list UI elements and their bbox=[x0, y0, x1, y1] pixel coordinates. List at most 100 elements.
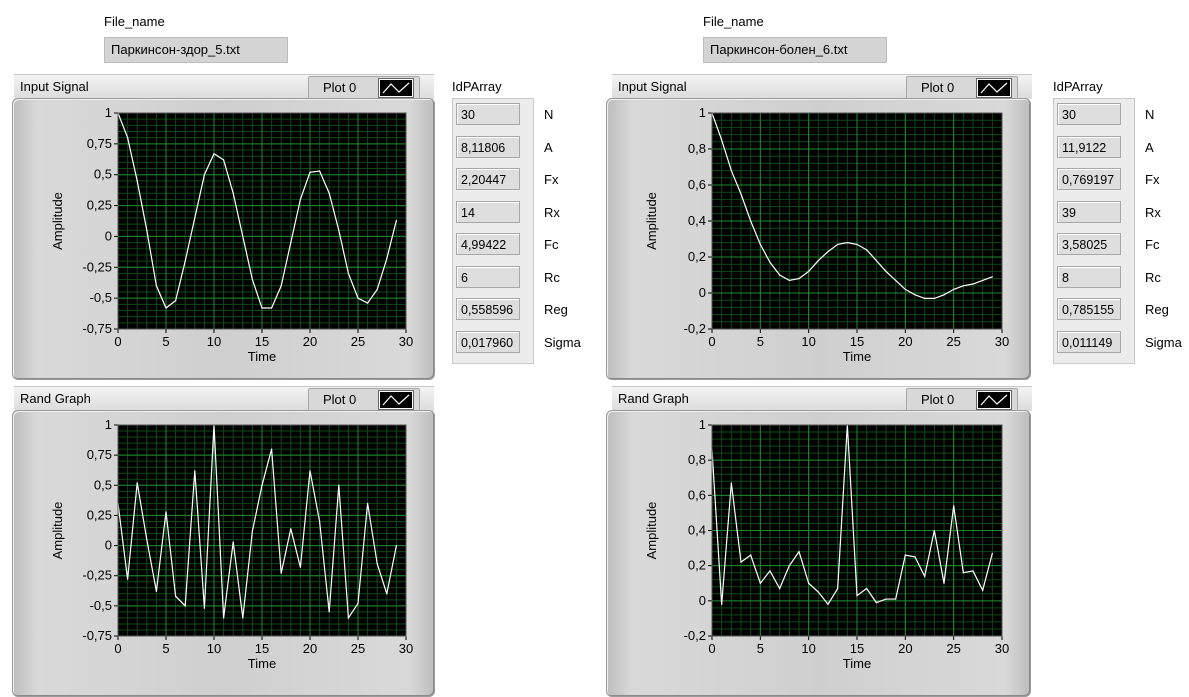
data-point bbox=[223, 159, 225, 161]
data-point bbox=[750, 554, 752, 556]
data-point bbox=[885, 598, 887, 600]
data-point bbox=[309, 171, 311, 173]
series-line bbox=[117, 112, 397, 309]
idparray-value-rx[interactable]: 39 bbox=[1057, 200, 1121, 223]
x-tick-label: 15 bbox=[255, 641, 269, 656]
idparray-value-reg[interactable]: 0,558596 bbox=[456, 298, 520, 320]
plot-legend[interactable]: Plot 0 bbox=[906, 388, 1018, 412]
line-style-icon bbox=[378, 390, 414, 410]
idparray-label-n: N bbox=[544, 107, 554, 122]
data-point bbox=[146, 538, 148, 541]
idparray-value-fc[interactable]: 3,58025 bbox=[1057, 233, 1121, 255]
data-point bbox=[338, 484, 340, 486]
idparray-label-fx: Fx bbox=[544, 172, 559, 187]
y-tick-label: 0,6 bbox=[688, 177, 706, 192]
y-tick-label: 0 bbox=[105, 228, 112, 243]
x-tick-label: 30 bbox=[399, 641, 413, 656]
data-point bbox=[175, 595, 177, 597]
data-point bbox=[866, 249, 868, 251]
idparray-label-rx: Rx bbox=[544, 204, 560, 220]
idparray-title: IdPArray bbox=[452, 79, 502, 94]
data-point bbox=[194, 470, 196, 472]
data-point bbox=[856, 243, 858, 245]
data-point bbox=[759, 582, 761, 584]
data-point bbox=[376, 288, 378, 291]
idparray-value-fx[interactable]: 0,769197 bbox=[1057, 168, 1121, 190]
data-point bbox=[146, 229, 148, 231]
idparray-value-fx[interactable]: 2,20447 bbox=[456, 168, 520, 190]
data-point bbox=[972, 570, 974, 572]
data-point bbox=[357, 297, 359, 299]
rand-graph: 0 5 10 15 20 25 30 1 0,75 0,5 0,25 0 -0,25 -0,5 -0,75 T… bbox=[12, 410, 435, 697]
data-point bbox=[837, 243, 839, 245]
data-point bbox=[914, 556, 916, 558]
data-point bbox=[280, 572, 282, 574]
data-point bbox=[213, 153, 215, 155]
data-point bbox=[290, 242, 292, 244]
data-point bbox=[885, 270, 887, 272]
idparray-value-sigma[interactable]: 0,017960 bbox=[456, 330, 520, 353]
idparray-value-a[interactable]: 11,9122 bbox=[1057, 135, 1121, 158]
idparray-label-reg: Reg bbox=[544, 302, 568, 317]
data-point bbox=[395, 219, 397, 221]
file-name-field[interactable]: Паркинсон-здор_5.txt bbox=[104, 37, 288, 63]
file-name-field[interactable]: Паркинсон-болен_6.txt bbox=[703, 37, 887, 63]
plot-legend[interactable]: Plot 0 bbox=[308, 76, 420, 100]
data-point bbox=[328, 611, 330, 613]
data-point bbox=[769, 570, 771, 572]
data-point bbox=[991, 276, 993, 278]
idparray-value-fc[interactable]: 4,99422 bbox=[456, 233, 520, 255]
rand-graph-header: Rand Graph Plot 0 bbox=[14, 386, 434, 412]
data-point bbox=[261, 484, 263, 486]
data-point bbox=[165, 511, 167, 513]
data-point bbox=[972, 283, 974, 285]
idparray-value-rc[interactable]: 8 bbox=[1057, 265, 1121, 288]
idparray-value-n[interactable]: 30 bbox=[1057, 103, 1121, 125]
data-point bbox=[943, 294, 945, 296]
y-tick-label: -0,25 bbox=[82, 568, 112, 583]
data-point bbox=[299, 198, 301, 200]
y-tick-label: -0,2 bbox=[684, 321, 706, 336]
idparray-value-rx[interactable]: 14 bbox=[456, 200, 520, 223]
y-tick-label: 0 bbox=[699, 285, 706, 300]
data-point bbox=[338, 229, 340, 231]
y-tick-label: -0,75 bbox=[82, 321, 112, 336]
data-point bbox=[232, 192, 234, 194]
data-point bbox=[328, 192, 330, 194]
plot-frame bbox=[117, 424, 407, 637]
idparray-value-sigma[interactable]: 0,011149 bbox=[1057, 330, 1121, 353]
x-axis-label: Time bbox=[843, 349, 871, 364]
plot-legend[interactable]: Plot 0 bbox=[906, 76, 1018, 100]
x-tick-label: 5 bbox=[162, 334, 169, 349]
idparray-label-rc: Rc bbox=[1145, 269, 1161, 285]
idparray-value-n[interactable]: 30 bbox=[456, 103, 520, 125]
data-point bbox=[261, 307, 263, 309]
x-tick-label: 15 bbox=[255, 334, 269, 349]
idparray-value-a[interactable]: 8,11806 bbox=[456, 135, 520, 158]
data-point bbox=[347, 272, 349, 275]
data-point bbox=[817, 260, 819, 262]
plot-legend[interactable]: Plot 0 bbox=[308, 388, 420, 412]
data-point bbox=[962, 285, 964, 287]
data-point bbox=[895, 279, 897, 281]
series-line bbox=[711, 424, 993, 606]
x-tick-label: 10 bbox=[801, 641, 815, 656]
y-tick-label: 1 bbox=[105, 417, 112, 432]
data-point bbox=[817, 591, 819, 593]
idparray-label-fc: Fc bbox=[1145, 237, 1160, 252]
data-point bbox=[203, 607, 205, 609]
idparray-value-reg[interactable]: 0,785155 bbox=[1057, 298, 1121, 320]
data-point bbox=[271, 448, 273, 450]
data-point bbox=[827, 603, 829, 605]
y-tick-label: 1 bbox=[699, 417, 706, 432]
data-point bbox=[155, 590, 157, 592]
y-tick-label: 0,6 bbox=[688, 487, 706, 502]
x-tick-label: 10 bbox=[207, 641, 221, 656]
x-tick-label: 10 bbox=[801, 334, 815, 349]
data-point bbox=[367, 502, 369, 504]
y-tick-label: 0,2 bbox=[688, 558, 706, 573]
y-tick-label: 1 bbox=[105, 105, 112, 120]
data-point bbox=[175, 300, 177, 302]
y-tick-label: 0,8 bbox=[688, 141, 706, 156]
idparray-value-rc[interactable]: 6 bbox=[456, 265, 520, 288]
